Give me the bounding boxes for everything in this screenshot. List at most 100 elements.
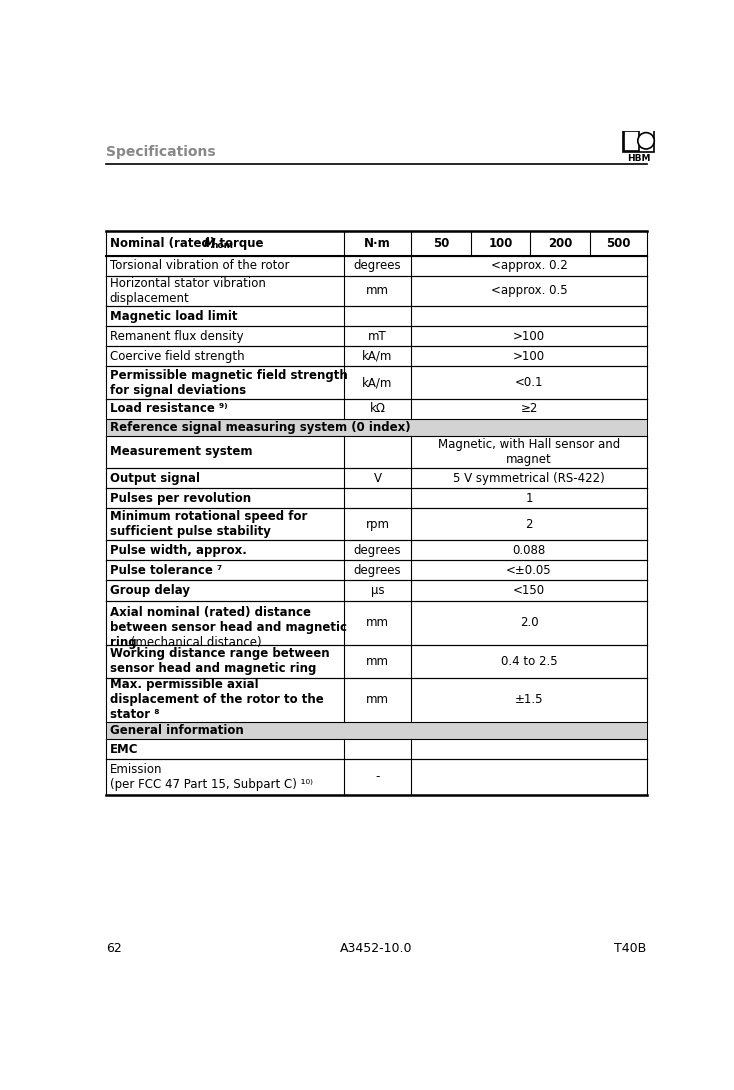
Bar [590,231,647,255]
Text: V: V [374,472,382,485]
Bar [344,255,411,276]
Text: (mechanical distance): (mechanical distance) [127,635,261,649]
Text: 500: 500 [606,237,631,250]
Text: mT: mT [368,330,387,343]
Bar [106,723,647,739]
Text: Pulse tolerance ⁷: Pulse tolerance ⁷ [109,564,222,577]
Bar [411,541,647,560]
Bar [106,645,344,678]
Bar [106,231,647,255]
Bar [411,276,647,306]
Text: Specifications: Specifications [106,145,215,159]
Bar [106,326,344,347]
Text: -: - [375,771,379,784]
Bar [344,468,411,488]
Bar [411,326,647,347]
Text: 200: 200 [548,237,573,250]
Bar [411,678,647,723]
Bar [344,739,411,759]
Bar [344,488,411,508]
Text: mm: mm [366,693,389,706]
Text: Horizontal stator vibration
displacement: Horizontal stator vibration displacement [109,277,266,305]
Text: Pulse width, approx.: Pulse width, approx. [109,544,247,557]
Text: <150: <150 [513,584,545,597]
Bar [624,131,639,150]
Bar [106,255,344,276]
Text: Minimum rotational speed for
sufficient pulse stability: Minimum rotational speed for sufficient … [109,510,307,538]
Bar [344,678,411,723]
Text: Load resistance ⁹⁾: Load resistance ⁹⁾ [109,402,228,415]
Text: Group delay: Group delay [109,584,189,597]
Bar [411,436,647,468]
Bar [344,326,411,347]
Text: N·m: N·m [364,237,391,250]
Bar [106,276,344,306]
Bar [106,678,344,723]
Text: Magnetic, with Hall sensor and
magnet: Magnetic, with Hall sensor and magnet [438,438,620,465]
Bar [106,306,344,326]
Bar [344,276,411,306]
Bar [344,508,411,541]
Text: 62: 62 [106,942,121,955]
Text: Emission
(per FCC 47 Part 15, Subpart C) ¹⁰⁾: Emission (per FCC 47 Part 15, Subpart C)… [109,763,313,791]
Text: Axial nominal (rated) distance: Axial nominal (rated) distance [109,606,310,619]
Text: 1: 1 [526,492,533,505]
Text: kΩ: kΩ [369,402,385,415]
Bar [470,231,531,255]
Text: 2: 2 [526,518,533,531]
Text: Reference signal measuring system (0 index): Reference signal measuring system (0 ind… [109,421,410,434]
Text: Working distance range between
sensor head and magnetic ring: Working distance range between sensor he… [109,647,330,676]
Text: ±1.5: ±1.5 [515,693,543,706]
Bar [411,645,647,678]
Text: Measurement system: Measurement system [109,446,252,459]
Bar [411,468,647,488]
Text: ≥2: ≥2 [520,402,538,415]
Bar [106,560,344,581]
Text: General information: General information [109,724,244,737]
Text: Max. permissible axial
displacement of the rotor to the
stator ⁸: Max. permissible axial displacement of t… [109,678,323,722]
Bar [344,347,411,366]
Text: 50: 50 [433,237,449,250]
Text: 0.4 to 2.5: 0.4 to 2.5 [501,655,557,668]
Bar [411,306,647,326]
Text: <approx. 0.2: <approx. 0.2 [490,259,567,272]
Text: degrees: degrees [354,259,401,272]
Bar [411,759,647,795]
Bar [106,739,344,759]
Text: EMC: EMC [109,742,138,755]
Bar [344,645,411,678]
Text: Permissible magnetic field strength
for signal deviations: Permissible magnetic field strength for … [109,368,347,397]
Text: A3452-10.0: A3452-10.0 [340,942,413,955]
Bar [411,231,470,255]
Bar [411,255,647,276]
Text: kA/m: kA/m [363,350,393,363]
Bar [106,601,344,645]
Bar [106,347,344,366]
Text: Remanent flux density: Remanent flux density [109,330,243,343]
Text: 2.0: 2.0 [520,616,538,629]
Bar [411,739,647,759]
Bar [344,399,411,419]
Text: <±0.05: <±0.05 [506,564,552,577]
Text: nom: nom [211,241,233,251]
Bar [106,488,344,508]
Bar [344,436,411,468]
Text: mm: mm [366,284,389,298]
Text: ring: ring [109,635,137,649]
Bar [411,399,647,419]
Bar [411,581,647,601]
Bar [344,759,411,795]
Bar [344,231,411,255]
Text: degrees: degrees [354,544,401,557]
Bar [411,366,647,399]
Bar [411,560,647,581]
Text: 0.088: 0.088 [512,544,545,557]
Text: Pulses per revolution: Pulses per revolution [109,492,251,505]
Bar [344,541,411,560]
Text: 5 V symmetrical (RS‑422): 5 V symmetrical (RS‑422) [453,472,605,485]
Text: <0.1: <0.1 [515,376,543,389]
Text: >100: >100 [513,350,545,363]
Text: HBM: HBM [627,154,650,162]
Text: kA/m: kA/m [363,376,393,389]
Bar [344,560,411,581]
